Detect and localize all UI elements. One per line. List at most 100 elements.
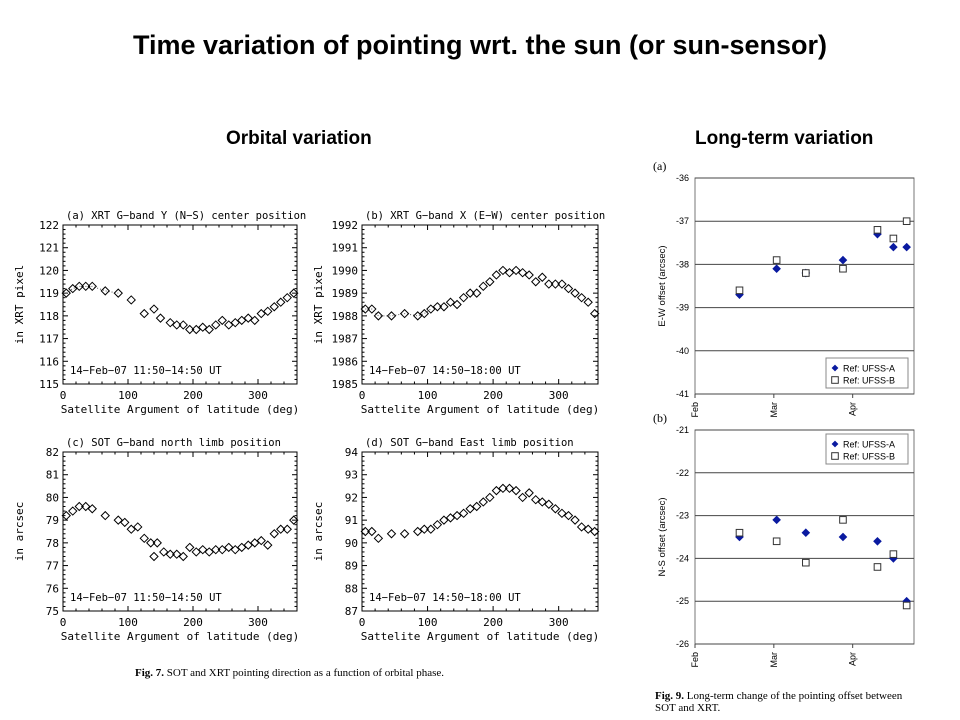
orbital-panel-0: 115 116 117 118 119 120 121 122 0 100 200 300 (a) XR…	[13, 210, 306, 416]
data-point	[100, 510, 110, 521]
data-point	[432, 519, 443, 530]
x-tick-label: Mar	[769, 652, 779, 668]
y-axis-label: in XRT pixel	[312, 265, 325, 344]
data-point	[120, 517, 130, 528]
data-point	[289, 515, 299, 525]
data-point	[458, 292, 469, 303]
y-tick-label: -37	[676, 216, 689, 226]
y-tick-label: -26	[676, 639, 689, 649]
data-point	[472, 501, 482, 512]
data-point	[178, 320, 188, 330]
data-point	[224, 542, 234, 553]
data-point	[373, 533, 384, 544]
legend-marker-ufss-b	[831, 452, 839, 460]
x-tick-label: Mar	[769, 402, 779, 418]
y-tick-label: -39	[676, 303, 689, 313]
y-tick-label: 1991	[332, 242, 359, 255]
x-tick-label: Feb	[690, 402, 700, 418]
data-point	[126, 295, 136, 305]
x-tick-label: 0	[60, 389, 67, 402]
data-point	[485, 277, 495, 287]
x-axis-label: Sattelite Argument of latitude (deg)	[361, 630, 599, 643]
orbital-panel-3: 87 88 89 90 91 92 93 94 0 100 200 300 (d) SOT G−band…	[312, 437, 600, 643]
y-tick-label: 119	[39, 287, 59, 300]
y-tick-label: 1986	[332, 355, 359, 368]
data-point	[133, 522, 143, 532]
data-point	[439, 302, 449, 312]
y-tick-label: 1988	[332, 310, 359, 323]
x-axis-label: Sattelite Argument of latitude (deg)	[361, 403, 599, 416]
data-point	[485, 492, 495, 503]
y-tick-label: 94	[345, 446, 359, 459]
data-point	[544, 499, 554, 509]
fig7-caption: Fig. 7. SOT and XRT pointing direction a…	[135, 667, 444, 679]
data-point	[100, 286, 110, 296]
data-point	[237, 542, 247, 553]
data-point	[126, 524, 136, 534]
data-point	[204, 324, 214, 335]
y-axis-label: in XRT pixel	[13, 265, 26, 344]
x-axis-label: Satellite Argument of latitude (deg)	[61, 630, 299, 643]
y-tick-label: 120	[39, 264, 59, 277]
data-point	[276, 297, 286, 307]
legend-box	[825, 357, 909, 389]
data-point	[445, 297, 456, 307]
data-point-ufss-a	[772, 515, 781, 525]
y-tick-label: 122	[39, 219, 59, 232]
panel-letter: (a)	[653, 159, 666, 173]
data-point	[524, 270, 534, 280]
data-point-ufss-b	[889, 550, 898, 558]
y-tick-label: 88	[345, 582, 358, 595]
data-point-ufss-a	[902, 242, 911, 252]
y-tick-label: -38	[676, 259, 689, 269]
data-point-ufss-a	[838, 532, 848, 542]
data-point	[269, 302, 279, 312]
y-tick-label: 91	[345, 514, 358, 527]
x-tick-label: Apr	[848, 652, 858, 666]
y-tick-label: 1992	[332, 219, 359, 232]
data-point	[590, 526, 600, 537]
data-point	[399, 308, 410, 319]
x-tick-label: 100	[418, 616, 438, 629]
data-point-ufss-b	[873, 226, 882, 234]
y-tick-label: 93	[345, 469, 358, 482]
y-tick-label: -21	[676, 425, 689, 435]
data-point-ufss-b	[902, 217, 911, 225]
data-point	[517, 492, 528, 503]
data-point	[563, 283, 574, 294]
data-point	[204, 547, 214, 557]
legend-label: Ref: UFSS-A	[843, 440, 895, 450]
data-point	[243, 313, 253, 323]
y-tick-label: 76	[46, 582, 59, 595]
panel-title: (c) SOT G−band north limb position	[66, 437, 281, 449]
legend-marker-ufss-b	[831, 376, 839, 384]
legend-label: Ref: UFSS-B	[843, 452, 895, 462]
data-point	[550, 504, 561, 514]
data-point	[191, 547, 201, 557]
data-point	[373, 311, 384, 321]
slide-title: Time variation of pointing wrt. the sun …	[132, 30, 828, 60]
y-axis-label: in arcsec	[13, 502, 26, 562]
x-tick-label: 200	[183, 616, 203, 629]
plot-frame	[62, 451, 298, 612]
data-point	[149, 551, 159, 562]
y-tick-label: 87	[345, 605, 358, 618]
data-point	[504, 483, 515, 494]
data-point-ufss-b	[772, 537, 781, 546]
data-point	[524, 488, 534, 498]
data-point	[531, 277, 541, 287]
fig9-caption-label: Fig. 9.	[655, 690, 685, 702]
time-range-annotation: 14−Feb−07 11:50−14:50 UT	[70, 592, 222, 604]
data-point	[250, 538, 260, 548]
data-point	[68, 283, 78, 294]
data-point	[155, 313, 166, 323]
data-point	[413, 526, 423, 537]
data-point-ufss-b	[772, 256, 781, 264]
data-point	[576, 292, 587, 303]
legend-label: Ref: UFSS-B	[843, 376, 895, 386]
data-point	[172, 320, 182, 330]
data-point	[211, 544, 221, 555]
legend-marker-ufss-a	[831, 440, 839, 448]
trend-dotted-line	[65, 285, 119, 294]
x-tick-label: Feb	[690, 652, 700, 668]
